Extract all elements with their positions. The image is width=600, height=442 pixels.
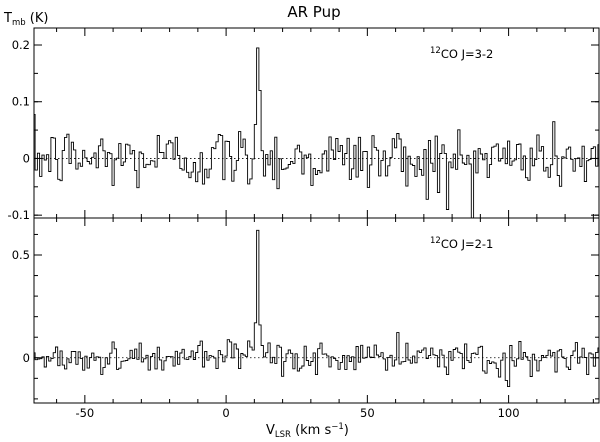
y-tick-label: 0.5 — [12, 248, 30, 262]
x-axis-label-unit: (km s — [291, 423, 332, 438]
x-axis-label: VLSR (km s−1) — [266, 422, 349, 440]
spectrum-co21-line — [34, 229, 599, 388]
x-tick-label: -50 — [75, 406, 94, 420]
chart-title: AR Pup — [287, 3, 340, 21]
x-tick-label: 50 — [360, 406, 375, 420]
panel-co21-isotope: 12 — [430, 236, 441, 246]
panel-co21-annotation: 12CO J=2-1 — [430, 236, 493, 251]
y-axis-label-unit: (K) — [26, 11, 49, 26]
x-axis-label-close: ) — [344, 423, 349, 438]
panel-co32-frame — [33, 27, 600, 219]
y-axis-label-subscript: mb — [12, 18, 26, 28]
y-tick-label: 0.1 — [12, 95, 30, 109]
panel-co32-isotope: 12 — [430, 46, 441, 56]
x-axis-label-main: V — [266, 423, 275, 438]
panel-co32: 12CO J=3-2 0.2 0.1 0 -0.1 — [8, 27, 600, 222]
x-tick-label: 100 — [498, 406, 520, 420]
panel-co32-line-name: CO J=3-2 — [441, 47, 494, 61]
panel-co21-frame — [33, 217, 600, 404]
panel-co21: 12CO J=2-1 0.5 0 -50 0 50 100 — [12, 217, 600, 420]
x-tick-label: 0 — [222, 406, 229, 420]
y-tick-label: 0 — [23, 351, 30, 365]
y-tick-label: -0.1 — [8, 208, 30, 222]
y-axis-label-main: T — [3, 11, 12, 26]
x-axis-label-subscript: LSR — [275, 430, 291, 440]
y-axis-label: Tmb (K) — [3, 11, 48, 28]
spectrum-co32-line — [34, 47, 599, 219]
x-axis-label-exponent: −1 — [331, 422, 344, 432]
panel-co21-line-name: CO J=2-1 — [441, 237, 494, 251]
y-tick-label: 0.2 — [12, 38, 30, 52]
panel-co32-annotation: 12CO J=3-2 — [430, 46, 493, 61]
y-tick-label: 0 — [23, 151, 30, 165]
